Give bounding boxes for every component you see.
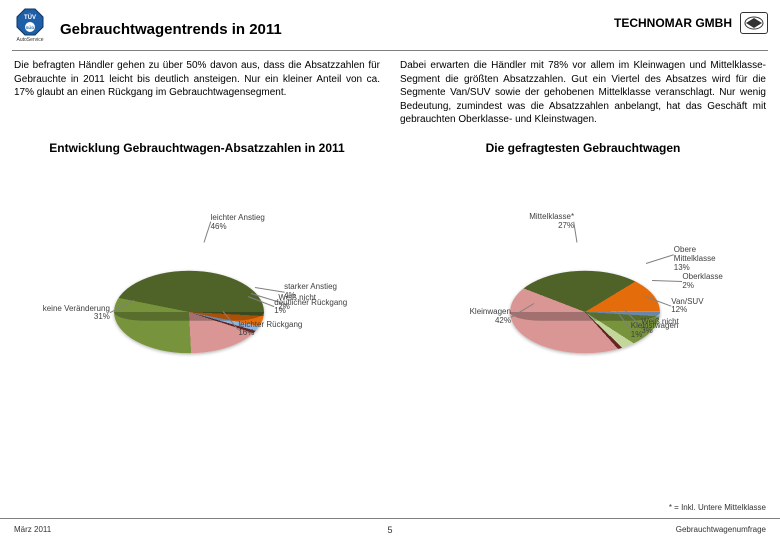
pie-slice-label: deutlicher Rückgang1% [274, 299, 347, 317]
company-name: TECHNOMAR GMBH [614, 16, 732, 30]
charts-row: leichter Anstieg46%starker Anstieg4%Weiß… [0, 159, 780, 389]
body-text-right: Dabei erwarten die Händler mit 78% vor a… [400, 59, 766, 127]
pie-slice-label: Oberklasse2% [682, 273, 722, 291]
pie-slice-label: leichter Anstieg46% [211, 214, 265, 232]
pie-slice-label: Van/SUV12% [671, 298, 703, 316]
pie-chart-1: leichter Anstieg46%starker Anstieg4%Weiß… [14, 159, 380, 389]
pie-slice-label: Mittelklasse*27% [529, 213, 574, 231]
pie-slice-label: ObereMittelklasse13% [674, 246, 716, 272]
chart1-title: Entwicklung Gebrauchtwagen-Absatzzahlen … [14, 141, 380, 155]
page-title: Gebrauchtwagentrends in 2011 [60, 15, 282, 38]
technomar-logo-icon [740, 12, 768, 34]
footer-page-number: 5 [387, 525, 392, 535]
header-right: TECHNOMAR GMBH [614, 8, 768, 34]
footnote: * = Inkl. Untere Mittelklasse [669, 503, 766, 512]
header-left: TÜV SÜD AutoService Gebrauchtwagentrends… [12, 8, 282, 44]
chart2-title: Die gefragtesten Gebrauchtwagen [400, 141, 766, 155]
pie-slice-label: Kleinstwagen1% [631, 322, 679, 340]
footer: März 2011 5 Gebrauchtwagenumfrage [0, 518, 780, 540]
header: TÜV SÜD AutoService Gebrauchtwagentrends… [0, 0, 780, 48]
pie-slice-label: Kleinwagen42% [470, 308, 511, 326]
footer-right: Gebrauchtwagenumfrage [676, 525, 766, 534]
footer-date: März 2011 [14, 525, 51, 534]
body-text-left: Die befragten Händler gehen zu über 50% … [14, 59, 380, 127]
tuv-caption: AutoService [17, 37, 44, 43]
svg-text:TÜV: TÜV [24, 14, 36, 21]
pie-slice-label: leichter Rückgang16% [238, 321, 302, 339]
tuv-octagon-icon: TÜV SÜD [16, 8, 44, 36]
chart-titles: Entwicklung Gebrauchtwagen-Absatzzahlen … [0, 127, 780, 159]
header-divider [12, 50, 768, 51]
pie-chart-2: Mittelklasse*27% ObereMittelklasse13%Ober… [400, 159, 766, 389]
body-columns: Die befragten Händler gehen zu über 50% … [0, 59, 780, 127]
tuv-logo: TÜV SÜD AutoService [12, 8, 48, 44]
svg-text:SÜD: SÜD [26, 25, 35, 30]
pie-slice-label: keine Veränderung31% [43, 305, 110, 323]
